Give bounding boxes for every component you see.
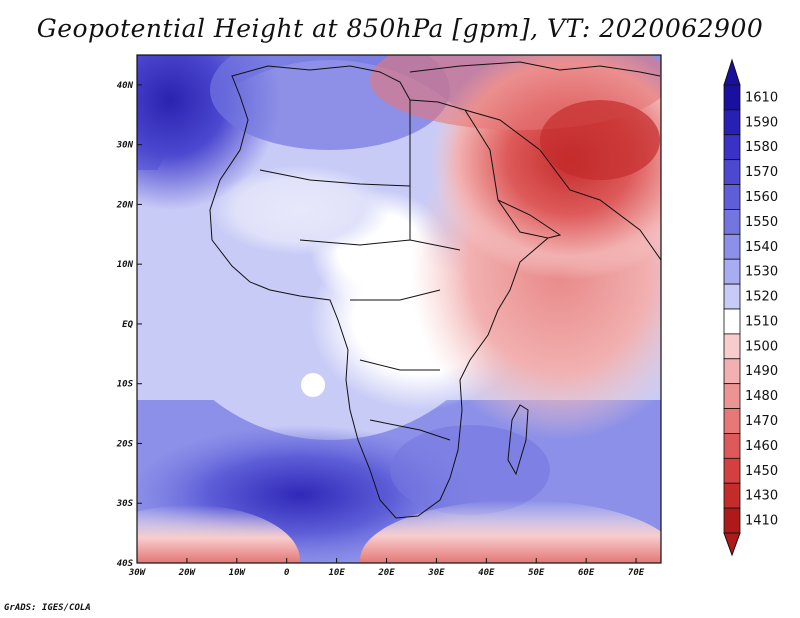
colorbar-label: 1490	[745, 364, 778, 379]
colorbar-swatch	[723, 159, 741, 185]
colorbar-swatch	[723, 184, 741, 210]
colorbar-swatch	[723, 258, 741, 285]
lat-tick-label: 20N	[116, 200, 134, 210]
colorbar-swatch	[723, 482, 741, 509]
colorbar-label: 1590	[745, 115, 778, 130]
lon-tick-label: 40E	[478, 568, 495, 578]
colorbar-label: 1610	[745, 90, 778, 105]
lon-tick-label: 30E	[427, 568, 445, 578]
lon-tick-label: 10W	[229, 568, 247, 578]
colorbar-label: 1560	[745, 190, 778, 205]
colorbar-swatch	[723, 283, 741, 310]
lon-tick-label: 20E	[377, 568, 395, 578]
coastlines	[209, 61, 661, 519]
colorbar-label: 1530	[745, 265, 778, 280]
colorbar-swatch	[723, 433, 741, 459]
colorbar-swatch	[723, 457, 741, 484]
colorbar-swatch	[723, 233, 741, 260]
lat-tick-label: 30N	[116, 141, 134, 151]
lon-tick-label: 50E	[528, 568, 545, 578]
map-frame	[136, 54, 662, 564]
colorbar-label: 1410	[745, 514, 778, 529]
colorbar-swatch	[723, 383, 741, 409]
colorbar-swatch	[723, 134, 741, 161]
colorbar-swatch	[723, 308, 741, 335]
colorbar-label: 1510	[745, 314, 778, 329]
lat-tick-label: 40S	[117, 559, 134, 569]
lon-tick-label: 10E	[328, 568, 345, 578]
height-field	[137, 55, 661, 563]
lat-tick-label: 10S	[117, 380, 134, 390]
colorbar-swatch	[723, 209, 741, 235]
colorbar-swatch	[723, 84, 741, 111]
colorbar-label: 1500	[745, 339, 778, 354]
grads-credit: GrADS: IGES/COLA	[4, 603, 91, 613]
lon-tick-label: 0	[284, 568, 290, 578]
colorbar-label: 1470	[745, 414, 778, 429]
lon-tick-label: 70E	[628, 568, 645, 578]
colorbar-swatch	[723, 408, 741, 434]
lat-tick-label: 40N	[117, 81, 134, 91]
lon-tick-label: 30W	[128, 568, 147, 578]
colorbar-top-arrow	[723, 58, 741, 86]
colorbar-label: 1550	[745, 215, 778, 230]
colorbar-label: 1460	[745, 439, 778, 454]
colorbar-label: 1520	[745, 290, 778, 305]
colorbar-swatch	[723, 109, 741, 136]
lon-tick-label: 60E	[578, 568, 595, 578]
colorbar-label: 1450	[745, 464, 778, 479]
colorbar-label: 1580	[745, 140, 778, 155]
colorbar-label: 1480	[745, 389, 778, 404]
colorbar-swatch	[723, 333, 741, 360]
lat-tick-label: EQ	[122, 320, 133, 330]
colorbar-swatch	[723, 358, 741, 385]
colorbar-swatch	[723, 507, 741, 534]
colorbar-bottom-arrow	[723, 532, 741, 557]
lat-tick-label: 10N	[117, 260, 134, 270]
colorbar-label: 1540	[745, 240, 778, 255]
colorbar-label: 1570	[745, 165, 778, 180]
lat-tick-label: 20S	[116, 439, 134, 449]
colorbar-label: 1430	[745, 489, 778, 504]
lon-tick-label: 20W	[178, 568, 197, 578]
map-title: Geopotential Height at 850hPa [gpm], VT:…	[36, 14, 764, 43]
lat-tick-label: 30S	[116, 499, 134, 509]
